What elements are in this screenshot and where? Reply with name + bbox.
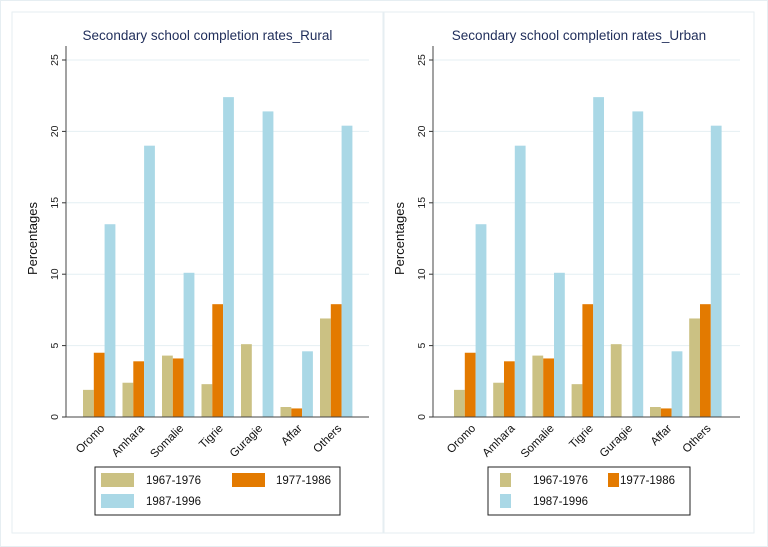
legend-swatch xyxy=(101,494,134,508)
bar-affar-1977-1986 xyxy=(660,408,672,417)
y-tick-label: 25 xyxy=(416,54,428,66)
y-tick-label: 10 xyxy=(416,268,428,280)
legend-swatch xyxy=(500,494,511,508)
chart-panel-rural: Secondary school completion rates_Rural 0… xyxy=(11,11,384,534)
bar-guragie-1987-1996 xyxy=(632,111,644,418)
y-tick-label: 15 xyxy=(49,197,61,209)
bar-oromo-1967-1976 xyxy=(83,389,94,417)
legend-label: 1987-1996 xyxy=(146,496,201,508)
bar-affar-1977-1986 xyxy=(291,408,303,417)
legend-box xyxy=(487,466,691,516)
chart-title: Secondary school completion rates_Urban xyxy=(452,28,706,43)
legend-swatch xyxy=(500,473,511,487)
panel-frame xyxy=(11,11,384,534)
bar-others-1987-1996 xyxy=(341,125,353,418)
bar-somalie-1977-1986 xyxy=(172,358,184,417)
y-tick-label: 15 xyxy=(416,197,428,209)
bar-somalie-1987-1996 xyxy=(183,272,195,417)
legend-swatch xyxy=(101,473,134,487)
y-axis-label: Percentages xyxy=(392,202,407,275)
chart-title: Secondary school completion rates_Rural xyxy=(83,28,333,43)
legend-label: 1967-1976 xyxy=(146,475,201,487)
bar-oromo-1977-1986 xyxy=(93,352,105,417)
bar-tigrie-1967-1976 xyxy=(571,384,583,417)
bar-others-1987-1996 xyxy=(710,125,722,418)
bar-amhara-1977-1986 xyxy=(504,361,515,417)
bar-amhara-1987-1996 xyxy=(514,145,526,417)
bar-others-1977-1986 xyxy=(330,304,342,417)
y-tick-label: 0 xyxy=(49,414,61,420)
bar-tigrie-1987-1996 xyxy=(223,97,234,418)
bar-affar-1987-1996 xyxy=(671,351,683,417)
bar-others-1967-1976 xyxy=(689,318,700,417)
panel-frame xyxy=(383,11,755,534)
bar-tigrie-1977-1986 xyxy=(582,304,594,417)
legend-label: 1987-1996 xyxy=(533,496,588,508)
bar-tigrie-1977-1986 xyxy=(212,304,224,417)
y-tick-label: 25 xyxy=(49,54,61,66)
bar-somalie-1987-1996 xyxy=(554,272,565,417)
bar-affar-1967-1976 xyxy=(650,407,661,417)
y-tick-label: 5 xyxy=(49,343,61,349)
bar-oromo-1987-1996 xyxy=(475,224,487,417)
bar-somalie-1967-1976 xyxy=(162,355,173,417)
legend-label: 1977-1986 xyxy=(276,475,331,487)
y-tick-label: 20 xyxy=(416,125,428,137)
bar-affar-1967-1976 xyxy=(280,407,292,417)
y-tick-label: 10 xyxy=(49,268,61,280)
bar-somalie-1977-1986 xyxy=(543,358,554,417)
bar-others-1967-1976 xyxy=(320,318,331,417)
legend-label: 1967-1976 xyxy=(533,475,588,487)
legend-swatch xyxy=(232,473,265,487)
bar-amhara-1967-1976 xyxy=(493,382,504,417)
bar-amhara-1987-1996 xyxy=(144,145,155,417)
y-tick-label: 20 xyxy=(49,125,61,137)
bar-guragie-1967-1976 xyxy=(241,344,252,417)
legend-label: 1977-1986 xyxy=(620,475,675,487)
y-tick-label: 0 xyxy=(416,414,428,420)
bar-amhara-1967-1976 xyxy=(122,382,134,417)
y-tick-label: 5 xyxy=(416,343,428,349)
legend: 1967-1976 1977-1986 1987-1996 xyxy=(94,466,341,516)
y-axis-label: Percentages xyxy=(25,202,40,275)
legend: 1967-1976 1977-1986 1987-1996 xyxy=(487,466,691,516)
bar-tigrie-1987-1996 xyxy=(593,97,604,418)
bar-oromo-1977-1986 xyxy=(464,352,476,417)
bar-affar-1987-1996 xyxy=(302,351,313,417)
bar-oromo-1987-1996 xyxy=(104,224,116,417)
bar-somalie-1967-1976 xyxy=(532,355,544,417)
bar-oromo-1967-1976 xyxy=(454,389,465,417)
bar-guragie-1967-1976 xyxy=(610,344,622,417)
chart-panel-urban: Secondary school completion rates_Urban 0… xyxy=(383,11,755,534)
legend-box xyxy=(94,466,341,516)
bar-amhara-1977-1986 xyxy=(133,361,145,417)
bar-others-1977-1986 xyxy=(700,304,711,417)
legend-swatch xyxy=(608,473,619,487)
bar-tigrie-1967-1976 xyxy=(201,384,213,417)
bar-guragie-1987-1996 xyxy=(262,111,274,418)
